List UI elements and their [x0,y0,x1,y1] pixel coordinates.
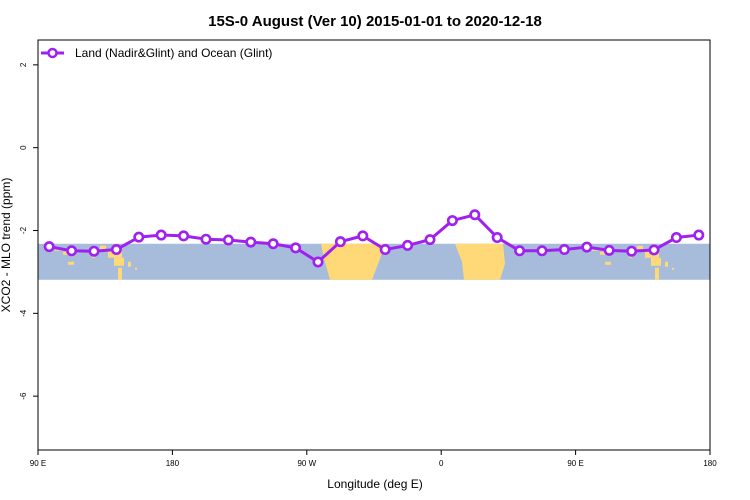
land-island [100,245,106,250]
data-point [379,244,391,256]
land-island [114,257,124,266]
land-island [665,261,668,267]
data-point [290,242,302,254]
y-tick-label: -6 [19,392,28,400]
y-axis-label: XCO2 - MLO trend (ppm) [0,178,13,313]
land-island [655,267,659,280]
data-point [133,231,145,243]
land-island [135,267,137,270]
y-tick-label: -4 [19,309,28,317]
data-point [357,230,369,242]
data-point [603,244,615,256]
x-tick-label: 90 W [297,459,316,468]
axes: 90 E 180 90 W 0 90 E 180 2 0 -2 -4 -6 [19,62,717,468]
land-africa [455,243,505,280]
data-point [222,234,234,246]
data-point [155,229,167,241]
data-point [312,256,324,268]
legend-marker-icon [47,47,58,59]
land-island [651,257,661,266]
data-point [536,245,548,257]
land-island [92,255,95,258]
data-point [267,238,279,250]
data-point [66,245,78,257]
y-tick-label: 2 [19,62,28,67]
land-island [637,245,643,250]
data-point [424,234,436,246]
land-island [605,261,611,265]
data-point [334,236,346,248]
data-point [491,232,503,244]
x-axis-label: Longitude (deg E) [327,477,422,491]
data-point [446,215,458,227]
land-south-america [321,243,385,280]
land-island [128,261,131,267]
land-island [672,267,674,270]
data-point [670,232,682,244]
data-point [514,245,526,257]
land-island [118,267,122,280]
land-island [68,261,74,265]
x-tick-label: 90 E [30,459,46,468]
data-point [110,244,122,256]
x-tick-label: 180 [166,459,180,468]
x-tick-label: 90 E [567,459,583,468]
legend-label: Land (Nadir&Glint) and Ocean (Glint) [75,46,272,60]
data-point [200,233,212,245]
x-tick-label: 180 [703,459,717,468]
y-tick-label: -2 [19,226,28,234]
plot-frame [37,39,711,451]
data-point [43,241,55,253]
data-point [178,230,190,242]
data-point [693,229,705,241]
data-point [88,245,100,257]
data-point [626,245,638,257]
data-point [648,244,660,256]
legend: Land (Nadir&Glint) and Ocean (Glint) [41,46,272,60]
y-tick-label: 0 [19,145,28,150]
land-island [629,255,632,258]
data-point [245,236,257,248]
data-point [558,244,570,256]
x-tick-label: 0 [439,459,444,468]
chart-title: 15S-0 August (Ver 10) 2015-01-01 to 2020… [208,13,542,30]
data-point [469,209,481,221]
series-group [43,209,705,268]
data-point [581,241,593,253]
data-point [402,239,414,251]
